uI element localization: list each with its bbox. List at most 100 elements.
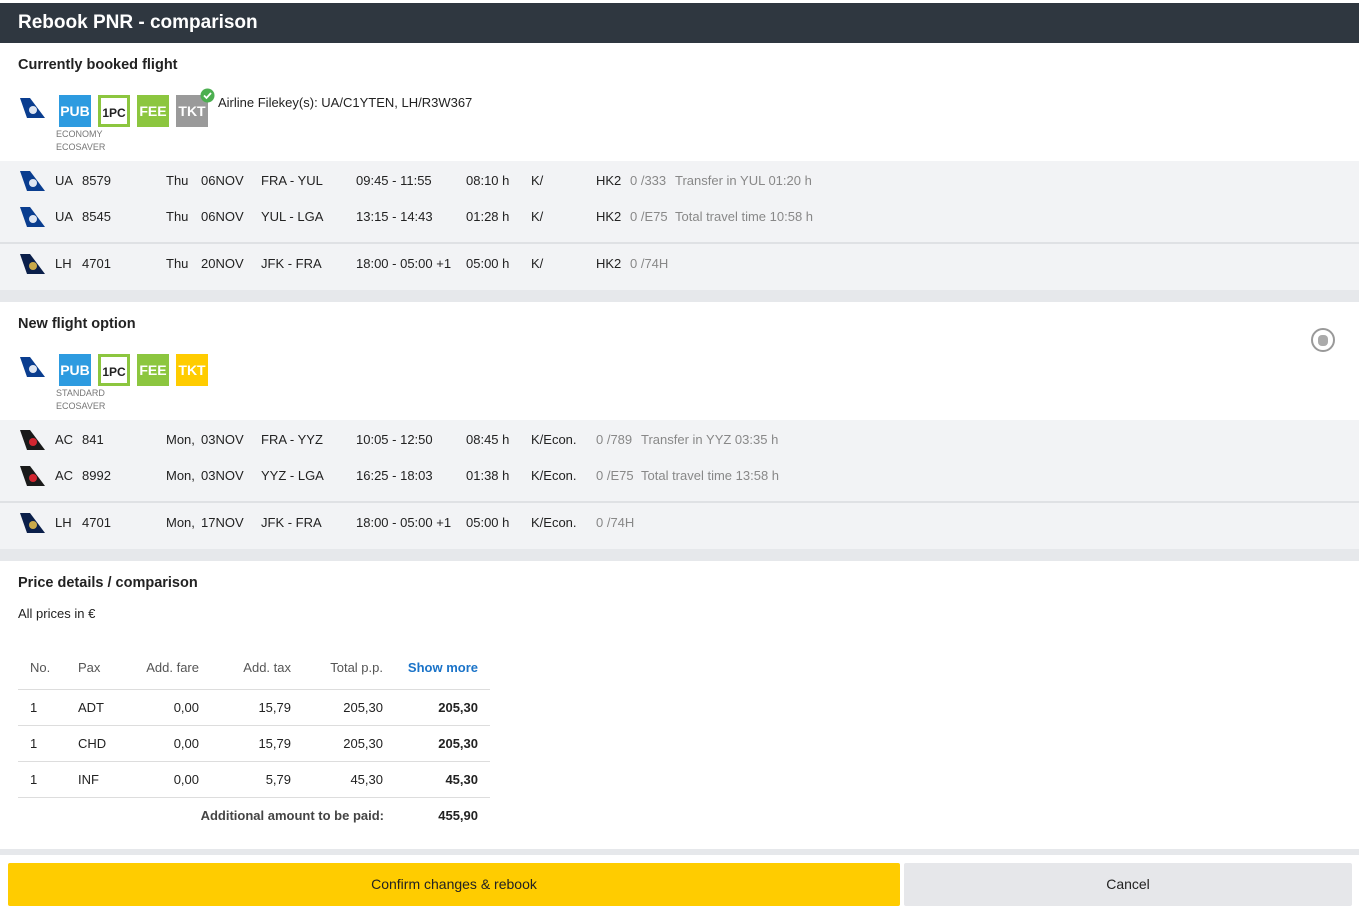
logo-graphic	[20, 207, 45, 227]
option-icon	[1311, 328, 1335, 352]
segment-duration: 05:00 h	[466, 515, 510, 530]
segment-seats: 0 /74H	[630, 256, 669, 271]
segment-seats: 0 /789	[596, 432, 633, 447]
segment-day: Mon,	[166, 432, 195, 447]
segment-day: Mon,	[166, 468, 195, 483]
segment-route: JFK - FRA	[261, 256, 322, 271]
price-cell: 5,79	[265, 772, 291, 787]
column-header: No.	[30, 660, 51, 675]
total-label: Additional amount to be paid:	[200, 808, 384, 823]
cancel-button[interactable]: Cancel	[904, 863, 1352, 906]
price-cell: 45,30	[350, 772, 383, 787]
segment-time: 18:00 - 05:00 +1	[356, 515, 452, 530]
segment-date: 03NOV	[201, 432, 244, 447]
price-cell: 205,30	[343, 700, 383, 715]
column-header: Total p.p.	[330, 660, 383, 675]
logo-mark	[29, 365, 37, 373]
segment-route: FRA - YYZ	[261, 432, 323, 447]
show-more-link[interactable]: Show more	[407, 660, 478, 675]
segment-date: 20NOV	[201, 256, 244, 271]
section-title: Currently booked flight	[18, 57, 178, 73]
segment-time: 16:25 - 18:03	[356, 468, 433, 483]
segment-airline: UA	[55, 173, 74, 188]
table-rule	[18, 761, 490, 762]
segment-day: Thu	[166, 256, 189, 271]
segment-date: 03NOV	[201, 468, 244, 483]
segments-box	[0, 161, 1359, 290]
fare-class: ECONOMY	[56, 129, 103, 139]
airline-logo	[18, 511, 46, 538]
price-cell: 45,30	[445, 772, 478, 787]
segment-flight: 4701	[82, 256, 111, 271]
header-bar	[0, 3, 1359, 43]
segment-duration: 08:45 h	[466, 432, 510, 447]
badge: FEE	[137, 95, 169, 127]
logo-graphic	[20, 171, 45, 191]
badge: FEE	[137, 354, 169, 386]
logo-mark	[29, 438, 37, 446]
price-cell: 0,00	[173, 772, 199, 787]
segment-status: HK2	[596, 173, 622, 188]
segment-date: 06NOV	[201, 209, 244, 224]
segment-note: Total travel time 13:58 h	[641, 468, 780, 483]
check-circle	[200, 88, 215, 103]
price-cell: 205,30	[343, 736, 383, 751]
column-header: Add. tax	[243, 660, 291, 675]
badge: PUB	[59, 95, 91, 127]
logo-graphic	[20, 357, 45, 377]
check-icon	[200, 88, 215, 103]
segment-flight: 8545	[82, 209, 111, 224]
badge: PUB	[59, 354, 91, 386]
column-header: Pax	[78, 660, 101, 675]
price-cell: 205,30	[438, 736, 478, 751]
column-header: Add. fare	[146, 660, 199, 675]
section-title: Price details / comparison	[18, 575, 198, 591]
segment-route: FRA - YUL	[261, 173, 323, 188]
segment-day: Thu	[166, 209, 189, 224]
price-cell: ADT	[78, 700, 104, 715]
price-cell: 1	[30, 736, 38, 751]
fare-class: STANDARD	[56, 388, 105, 398]
airline-logo	[18, 355, 46, 382]
segment-status: HK2	[596, 256, 622, 271]
segment-airline: AC	[55, 468, 74, 483]
check-mark	[203, 92, 212, 100]
segment-seats: 0 /333	[630, 173, 667, 188]
table-rule	[18, 797, 490, 798]
section-band	[0, 290, 1359, 302]
icon-body	[1318, 335, 1328, 346]
confirm-button[interactable]: Confirm changes & rebook	[8, 863, 900, 906]
fare-class: ECOSAVER	[56, 401, 106, 411]
segment-route: YYZ - LGA	[261, 468, 324, 483]
airline-logo	[18, 464, 46, 491]
segment-flight: 8992	[82, 468, 111, 483]
segment-time: 13:15 - 14:43	[356, 209, 433, 224]
segment-time: 09:45 - 11:55	[356, 173, 432, 188]
segment-seats: 0 /74H	[596, 515, 635, 530]
segment-day: Mon,	[166, 515, 195, 530]
segment-note: Total travel time 10:58 h	[675, 209, 814, 224]
segment-seats: 0 /E75	[630, 209, 668, 224]
segment-date: 17NOV	[201, 515, 244, 530]
price-cell: CHD	[78, 736, 107, 751]
segment-airline: AC	[55, 432, 74, 447]
filekeys: Airline Filekey(s): UA/C1YTEN, LH/R3W367	[218, 95, 473, 110]
badge: 1PC	[98, 354, 130, 386]
table-rule	[18, 689, 490, 690]
segment-date: 06NOV	[201, 173, 244, 188]
segment-duration: 01:28 h	[466, 209, 510, 224]
logo-graphic	[20, 254, 45, 274]
price-note: All prices in €	[18, 606, 96, 621]
logo-graphic	[20, 430, 45, 450]
segments-box	[0, 420, 1359, 549]
price-cell: 0,00	[173, 700, 199, 715]
price-cell: 0,00	[173, 736, 199, 751]
airline-logo	[18, 96, 46, 123]
segment-seats: 0 /E75	[596, 468, 634, 483]
segment-day: Thu	[166, 173, 189, 188]
segment-class: K/Econ.	[531, 432, 577, 447]
logo-mark	[29, 179, 37, 187]
segment-class: K/	[531, 173, 544, 188]
logo-graphic	[20, 98, 45, 118]
